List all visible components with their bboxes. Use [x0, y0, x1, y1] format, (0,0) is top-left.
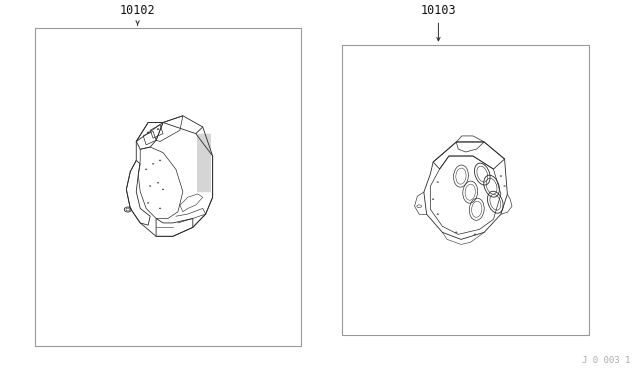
- Bar: [342, 45, 589, 335]
- Text: 10103: 10103: [420, 4, 456, 17]
- Bar: [35, 28, 301, 346]
- Text: 10102: 10102: [120, 4, 156, 17]
- Text: J 0 003 1: J 0 003 1: [582, 356, 630, 365]
